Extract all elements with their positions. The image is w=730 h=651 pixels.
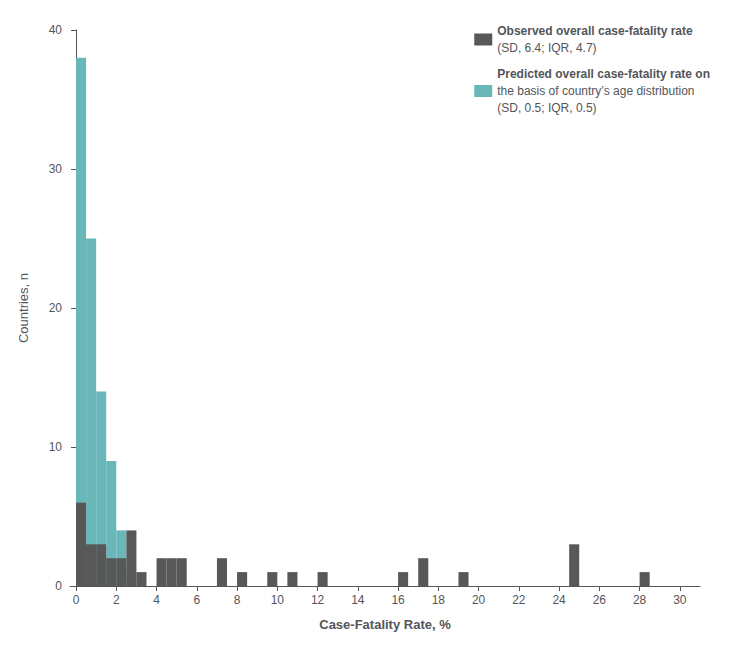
svg-text:28: 28 [633,593,647,607]
svg-text:Case-Fatality Rate, %: Case-Fatality Rate, % [319,617,451,632]
svg-text:30: 30 [49,162,63,176]
svg-text:the basis of country’s age dis: the basis of country’s age distribution [497,84,694,98]
svg-text:10: 10 [271,593,285,607]
svg-text:2: 2 [113,593,120,607]
svg-text:Observed overall case-fatality: Observed overall case-fatality rate [497,24,693,38]
svg-text:40: 40 [49,23,63,37]
svg-text:16: 16 [391,593,405,607]
svg-text:0: 0 [73,593,80,607]
svg-text:(SD, 6.4; IQR, 4.7): (SD, 6.4; IQR, 4.7) [497,41,596,55]
svg-text:Countries, n: Countries, n [16,273,31,343]
svg-text:26: 26 [593,593,607,607]
svg-text:14: 14 [351,593,365,607]
svg-text:18: 18 [432,593,446,607]
svg-text:8: 8 [234,593,241,607]
svg-text:22: 22 [512,593,526,607]
svg-text:6: 6 [193,593,200,607]
svg-text:10: 10 [49,440,63,454]
svg-text:20: 20 [472,593,486,607]
svg-text:4: 4 [153,593,160,607]
svg-text:30: 30 [673,593,687,607]
svg-text:(SD, 0.5; IQR, 0.5): (SD, 0.5; IQR, 0.5) [497,101,596,115]
svg-text:12: 12 [311,593,325,607]
svg-text:Predicted overall case-fatalit: Predicted overall case-fatality rate on [497,67,710,81]
svg-text:24: 24 [552,593,566,607]
svg-text:20: 20 [49,301,63,315]
svg-text:0: 0 [55,579,62,593]
